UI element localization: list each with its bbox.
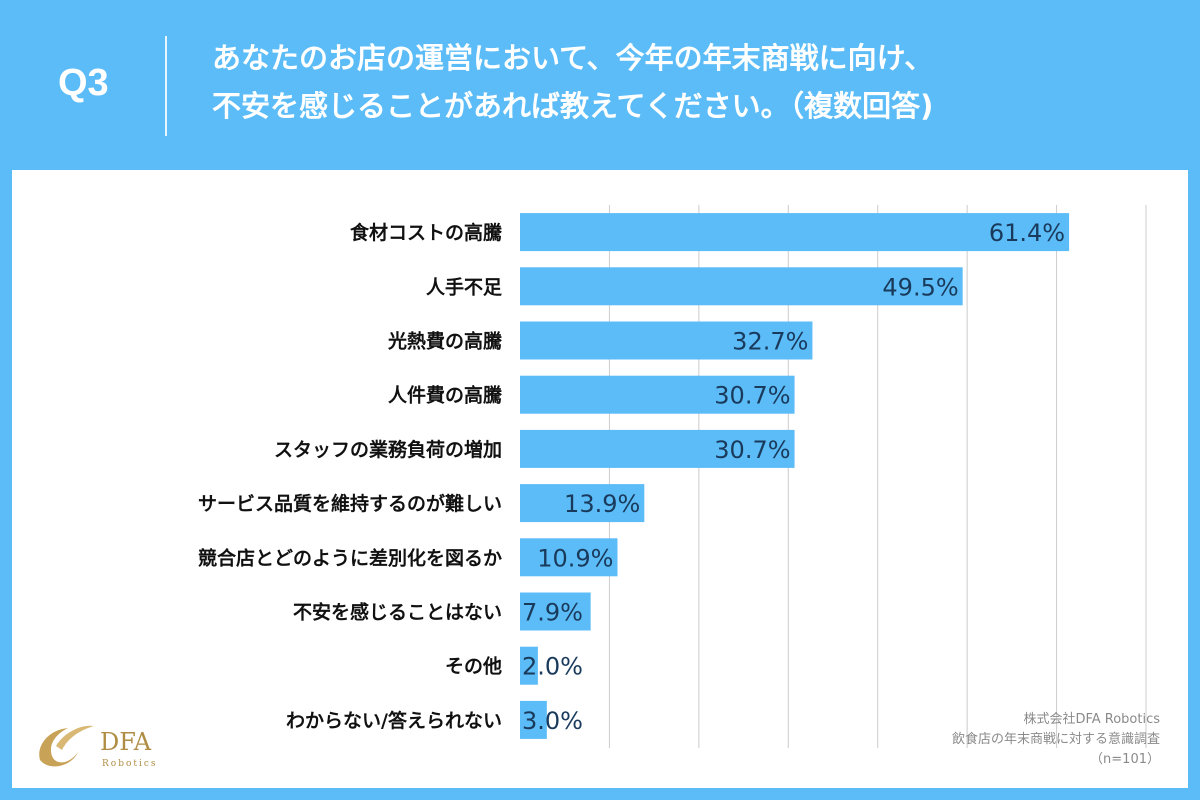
question-text: あなたのお店の運営において、今年の年末商戦に向け、 不安を感じることがあれば教え… xyxy=(212,34,933,130)
data-label: 13.9% xyxy=(564,490,640,518)
bar xyxy=(520,213,1070,252)
category-label: 競合店とどのように差別化を図るか xyxy=(198,546,502,569)
logo-sub: Robotics xyxy=(102,759,158,769)
bar xyxy=(520,646,538,685)
bar xyxy=(520,429,795,468)
category-label: わからない/答えられない xyxy=(286,709,502,732)
question-line-2: 不安を感じることがあれば教えてください。（複数回答) xyxy=(212,89,934,123)
data-label: 10.9% xyxy=(537,544,613,572)
logo-swoosh-icon xyxy=(39,728,78,767)
bar xyxy=(520,700,547,739)
category-label: 光熱費の高騰 xyxy=(387,330,503,353)
bar xyxy=(520,592,591,631)
source-sample-size: （n=101） xyxy=(1090,752,1160,767)
data-label: 32.7% xyxy=(732,328,808,356)
data-label: 3.0% xyxy=(522,707,583,735)
logo-name: DFA xyxy=(100,728,152,756)
data-label: 7.9% xyxy=(522,599,583,627)
bar xyxy=(520,267,963,306)
question-number: Q3 xyxy=(58,62,109,104)
bar xyxy=(520,375,795,414)
bar xyxy=(520,321,813,360)
header: Q3 あなたのお店の運営において、今年の年末商戦に向け、 不安を感じることがあれ… xyxy=(0,0,1200,170)
data-label: 61.4% xyxy=(989,219,1065,247)
header-divider xyxy=(165,36,167,136)
bar xyxy=(520,484,645,523)
category-label: 人件費の高騰 xyxy=(388,384,503,407)
data-label: 49.5% xyxy=(882,273,958,301)
bar xyxy=(520,538,618,577)
category-label: スタッフの業務負荷の増加 xyxy=(274,438,502,461)
source-company: 株式会社DFA Robotics xyxy=(1023,712,1160,727)
category-label: その他 xyxy=(445,655,502,678)
data-label: 30.7% xyxy=(714,436,790,464)
source-survey: 飲食店の年末商戦に対する意識調査 xyxy=(951,732,1160,747)
category-label: 不安を感じることはない xyxy=(293,601,502,624)
data-label: 30.7% xyxy=(714,382,790,410)
category-label: 人手不足 xyxy=(426,275,503,298)
source-note: 株式会社DFA Robotics 飲食店の年末商戦に対する意識調査 （n=101… xyxy=(952,710,1160,770)
data-label: 2.0% xyxy=(522,653,583,681)
category-label: サービス品質を維持するのが難しい xyxy=(198,492,502,515)
category-label: 食材コストの高騰 xyxy=(350,221,503,244)
dfa-logo: DFA Robotics xyxy=(39,725,158,769)
question-line-1: あなたのお店の運営において、今年の年末商戦に向け、 xyxy=(212,41,934,75)
